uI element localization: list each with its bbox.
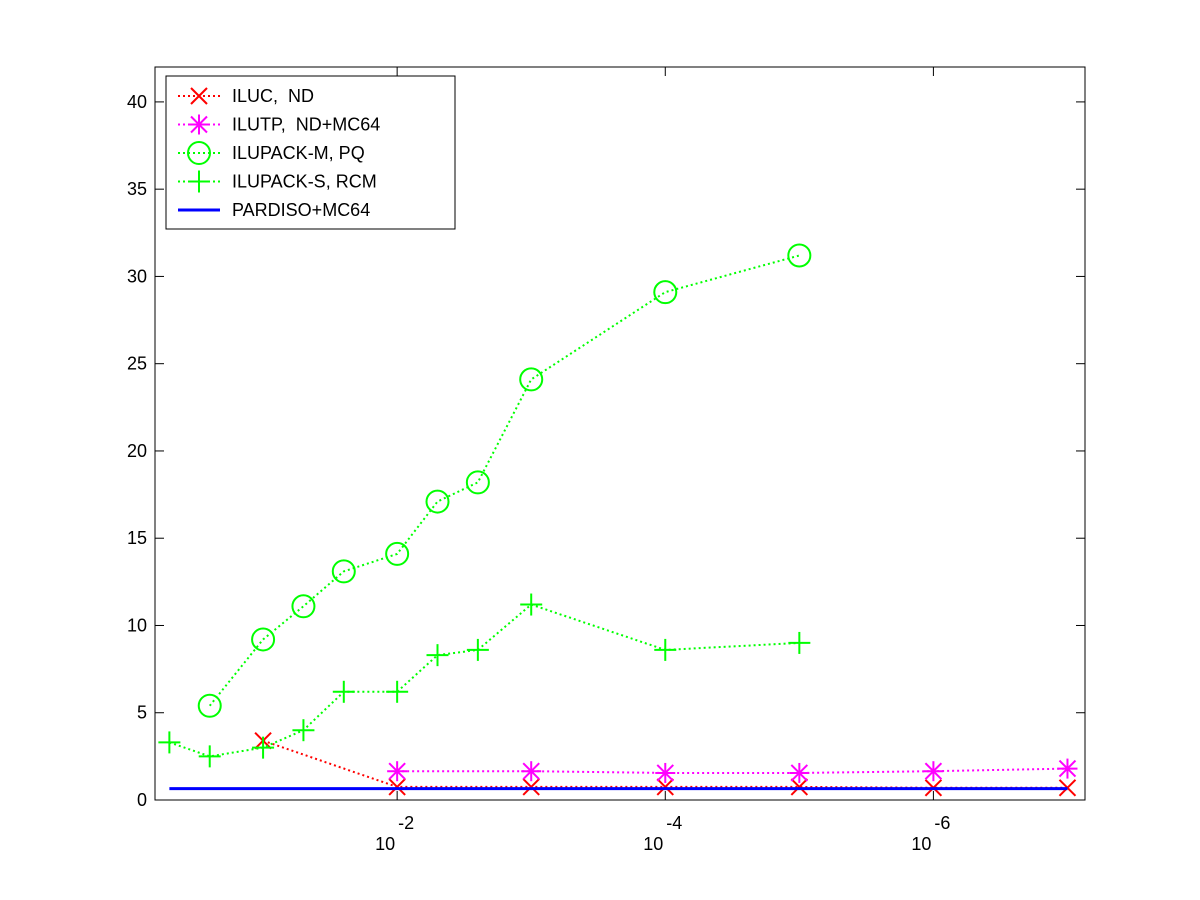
- data-point: [465, 470, 490, 495]
- data-point: [425, 489, 450, 514]
- marker-stroke: [465, 470, 490, 495]
- data-point: [197, 693, 222, 718]
- data-point: [252, 736, 275, 759]
- marker-stroke: [519, 367, 544, 392]
- data-point: [388, 778, 406, 796]
- series-line: [397, 767, 1068, 774]
- data-point: [519, 367, 544, 392]
- marker-stroke: [187, 141, 211, 165]
- legend-marker: [190, 87, 208, 105]
- legend-label: ILUTP, ND+MC64: [232, 115, 380, 135]
- marker-stroke: [787, 243, 812, 268]
- data-point: [466, 638, 489, 661]
- y-tick-label: 10: [127, 615, 147, 635]
- data-point: [789, 762, 810, 783]
- y-tick-label: 40: [127, 92, 147, 112]
- legend-marker: [188, 170, 210, 193]
- marker-stroke: [790, 778, 809, 796]
- series-line: [208, 254, 800, 707]
- y-tick-label: 15: [127, 528, 147, 548]
- marker-stroke: [331, 559, 356, 584]
- marker-stroke: [425, 489, 450, 514]
- data-point: [332, 680, 355, 703]
- x-tick-exponent: -6: [934, 813, 950, 833]
- x-tick-exponent: -4: [666, 813, 682, 833]
- data-point: [788, 631, 811, 654]
- marker-stroke: [385, 541, 410, 566]
- y-tick-label: 30: [127, 266, 147, 286]
- data-point: [385, 541, 410, 566]
- marker-stroke: [291, 594, 316, 619]
- data-point: [787, 243, 812, 268]
- y-tick-label: 35: [127, 179, 147, 199]
- legend-label: ILUPACK-S, RCM: [232, 172, 377, 192]
- data-point: [653, 280, 678, 305]
- marker-stroke: [656, 778, 674, 796]
- data-point: [923, 761, 944, 782]
- data-point: [520, 593, 543, 616]
- legend-marker: [187, 141, 211, 165]
- y-tick-label: 0: [137, 790, 147, 810]
- data-point: [386, 680, 409, 703]
- data-point: [198, 745, 221, 768]
- data-point: [790, 778, 809, 796]
- x-tick-label: 10: [911, 834, 931, 854]
- data-point: [331, 559, 356, 584]
- data-point: [521, 761, 542, 782]
- marker-stroke: [190, 87, 208, 105]
- data-point: [291, 594, 316, 619]
- legend-label: ILUPACK-M, PQ: [232, 143, 365, 163]
- data-point: [654, 638, 677, 661]
- data-point: [656, 778, 674, 796]
- data-point: [387, 761, 408, 782]
- legend-marker: [189, 114, 209, 135]
- marker-stroke: [388, 778, 406, 796]
- marker-stroke: [522, 778, 540, 796]
- marker-stroke: [653, 280, 678, 305]
- data-point: [1057, 758, 1078, 779]
- data-point: [158, 731, 181, 754]
- data-point: [655, 762, 676, 783]
- x-tick-exponent: -2: [398, 813, 414, 833]
- legend-label: ILUC, ND: [232, 86, 314, 106]
- y-tick-label: 20: [127, 441, 147, 461]
- y-tick-label: 25: [127, 354, 147, 374]
- data-point: [292, 719, 315, 742]
- legend-label: PARDISO+MC64: [232, 200, 370, 220]
- data-point: [251, 627, 276, 652]
- data-point: [522, 778, 540, 796]
- marker-stroke: [197, 693, 222, 718]
- marker-stroke: [251, 627, 276, 652]
- x-tick-label: 10: [643, 834, 663, 854]
- x-tick-label: 10: [375, 834, 395, 854]
- y-tick-label: 5: [137, 703, 147, 723]
- data-point: [426, 644, 449, 667]
